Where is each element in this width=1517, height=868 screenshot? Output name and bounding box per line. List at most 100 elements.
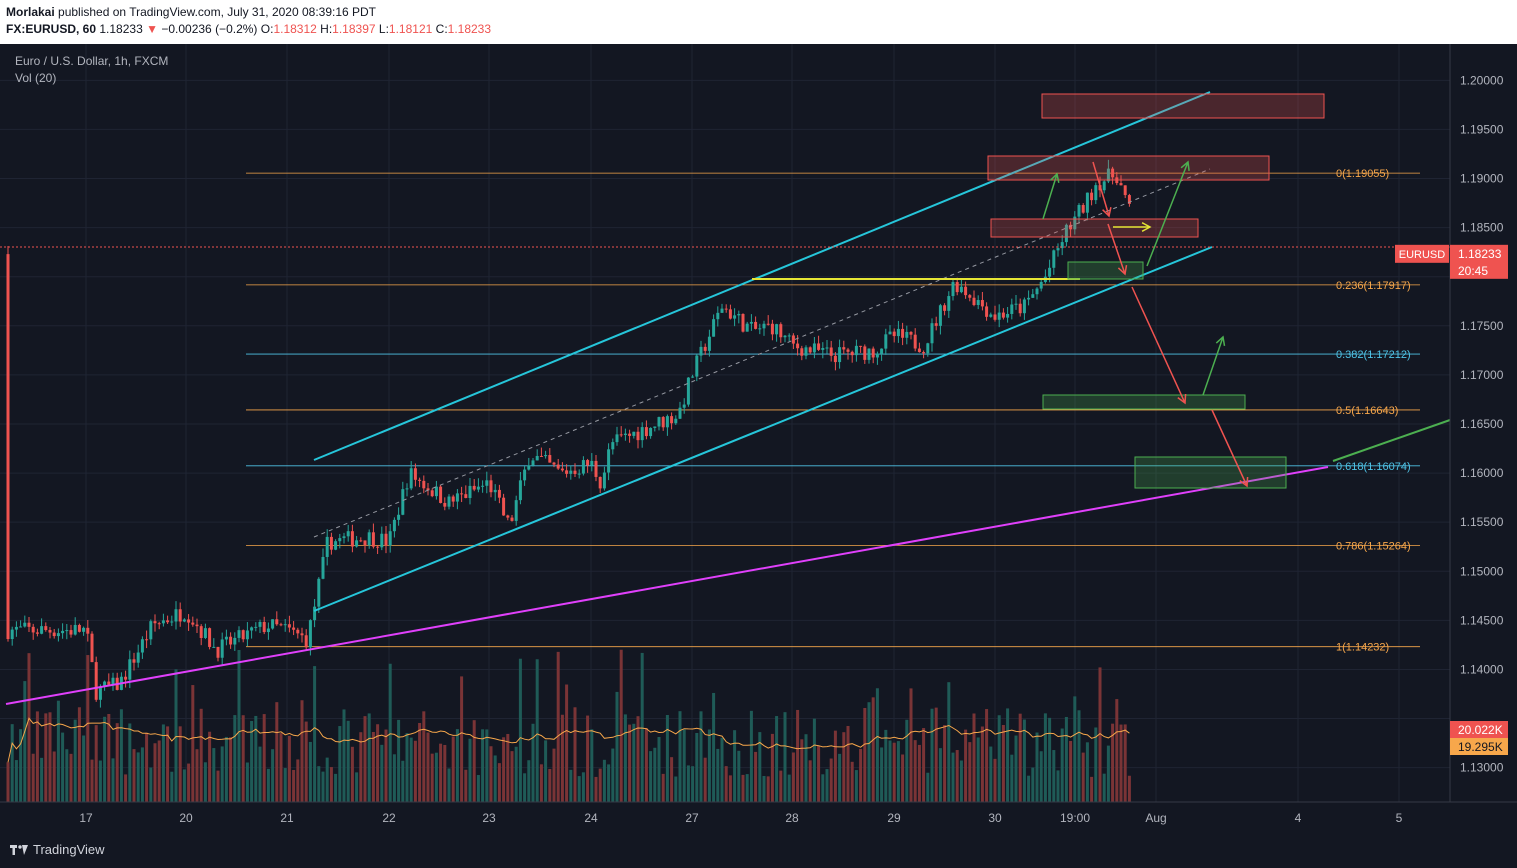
volume-bar xyxy=(107,713,111,802)
publish-header: Morlakai published on TradingView.com, J… xyxy=(0,0,1517,44)
candle-body xyxy=(1069,224,1073,230)
volume-bar xyxy=(65,749,69,802)
candle-body xyxy=(959,286,963,293)
y-tick-label: 1.16000 xyxy=(1460,466,1504,480)
volume-bar xyxy=(203,762,207,802)
fib-retracement[interactable]: 0(1.19055) 0.236(1.17917) 0.382(1.17212) 0.… xyxy=(246,168,1420,654)
candle-body xyxy=(149,621,153,640)
tradingview-logo[interactable]: TradingView xyxy=(10,842,105,857)
candle-body xyxy=(947,296,951,311)
volume-bar xyxy=(968,742,972,802)
volume-ma-line xyxy=(7,717,1130,763)
volume-bar xyxy=(691,766,695,802)
x-tick-label: 17 xyxy=(79,811,93,825)
volume-bar xyxy=(27,653,31,802)
candle-body xyxy=(170,621,174,623)
candle-body xyxy=(90,633,94,663)
candle-body xyxy=(678,407,682,419)
volume-bar xyxy=(35,711,39,802)
volume-bar xyxy=(569,769,573,802)
volume-bar xyxy=(997,715,1001,802)
drawings[interactable] xyxy=(0,91,1451,705)
candle-body xyxy=(1123,185,1127,196)
volume-bar xyxy=(1123,724,1127,802)
down-arrow-icon: ▼ xyxy=(146,22,158,36)
volume-bar xyxy=(607,764,611,802)
candle-body xyxy=(23,622,27,627)
y-tick-label: 1.19500 xyxy=(1460,122,1504,136)
volume-bar xyxy=(300,700,304,802)
volume-bar xyxy=(199,708,203,802)
volume-bar xyxy=(678,711,682,802)
candle-body xyxy=(199,626,203,638)
volume-bar xyxy=(1115,699,1119,802)
candle-body xyxy=(964,286,968,296)
trendline-green xyxy=(1332,419,1451,462)
volume-bar xyxy=(287,735,291,802)
candle-body xyxy=(905,331,909,338)
volume-bar xyxy=(905,719,909,802)
symbol-label: FX:EURUSD, 60 xyxy=(6,22,97,36)
y-tick-label: 1.15000 xyxy=(1460,564,1504,578)
candle-body xyxy=(770,323,774,335)
candle-body xyxy=(972,297,976,306)
volume-bar xyxy=(371,732,375,802)
footer: TradingView xyxy=(0,829,1517,868)
candle-body xyxy=(212,646,216,648)
candle-body xyxy=(539,455,543,457)
volume-bar xyxy=(296,759,300,802)
volume-bar xyxy=(451,736,455,802)
candle-body xyxy=(174,609,178,622)
candle-body xyxy=(535,455,539,461)
fib-level-label: 0.786(1.15264) xyxy=(1336,540,1411,552)
candle-body xyxy=(224,636,228,640)
price-chart[interactable]: 0(1.19055) 0.236(1.17917) 0.382(1.17212) 0.… xyxy=(0,44,1517,829)
arrow-green-up-1 xyxy=(1042,173,1058,220)
volume-bar xyxy=(367,713,371,802)
arrow-red-down-2 xyxy=(1107,223,1126,275)
volume-bar xyxy=(195,749,199,802)
candle-body xyxy=(1127,195,1131,204)
candle-body xyxy=(317,578,321,607)
candle-body xyxy=(283,624,287,626)
candle-body xyxy=(300,633,304,636)
volume-bar xyxy=(737,750,741,802)
candle-body xyxy=(275,619,279,625)
volume-bar xyxy=(661,773,665,802)
candle-body xyxy=(304,635,308,648)
volume-bar xyxy=(52,751,56,802)
volume-bar xyxy=(350,746,354,802)
candle-body xyxy=(10,629,14,640)
candle-body xyxy=(787,335,791,337)
candle-body xyxy=(926,343,930,354)
candle-body xyxy=(913,334,917,349)
author-name[interactable]: Morlakai xyxy=(6,5,55,19)
candle-body xyxy=(846,349,850,352)
candle-body xyxy=(775,324,779,335)
volume-bar xyxy=(464,769,468,802)
candle-body xyxy=(712,319,716,337)
volume-bar xyxy=(1018,713,1022,802)
candle-body xyxy=(355,540,359,547)
candle-body xyxy=(220,639,224,658)
fib-level-label: 0.618(1.16074) xyxy=(1336,461,1411,473)
volume-bar xyxy=(1085,742,1089,802)
volume-bar xyxy=(796,709,800,802)
candle-body xyxy=(229,636,233,645)
volume-bar xyxy=(254,715,258,802)
volume-bar xyxy=(6,762,10,802)
volume-bar xyxy=(972,713,976,802)
x-tick-label: 21 xyxy=(280,811,294,825)
x-tick-label: 24 xyxy=(584,811,598,825)
volume-bar xyxy=(14,760,18,802)
tradingview-icon xyxy=(10,845,28,855)
volume-bar xyxy=(665,714,669,802)
candle-body xyxy=(434,486,438,497)
candle-body xyxy=(69,630,73,635)
candle-body xyxy=(455,493,459,502)
volume-bar xyxy=(61,732,65,802)
candle-body xyxy=(586,460,590,466)
channel-lower-line xyxy=(313,246,1213,612)
volume-bar xyxy=(1001,725,1005,802)
axes[interactable]: 1.20000 1.19500 1.19000 1.18500 1.17500 1.170… xyxy=(0,44,1517,825)
